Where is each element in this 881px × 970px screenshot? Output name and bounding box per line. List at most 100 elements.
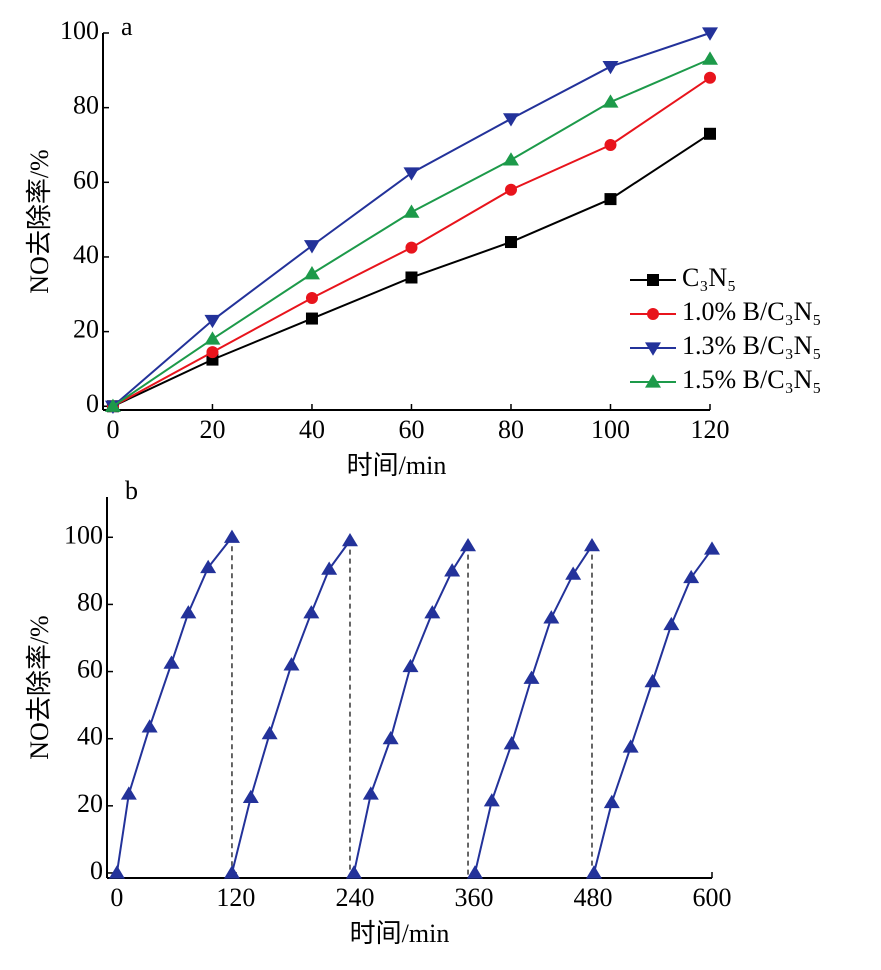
x-tick-label: 0 (106, 415, 119, 444)
series-line (112, 58, 711, 408)
marker (242, 789, 259, 804)
marker (622, 739, 639, 753)
marker (663, 616, 680, 631)
x-tick-label: 0 (110, 883, 123, 912)
marker (466, 865, 483, 879)
marker (141, 719, 158, 733)
marker (223, 865, 240, 879)
marker (345, 865, 362, 879)
x-tick-label: 80 (498, 415, 524, 444)
y-tick-label: 0 (90, 856, 103, 885)
marker (305, 312, 318, 325)
y-tick-label: 100 (64, 520, 103, 549)
marker (603, 794, 620, 809)
marker (104, 398, 121, 412)
legend-label: 1.3% B/C₃N₅ (682, 331, 821, 360)
marker (583, 537, 600, 552)
marker (704, 541, 720, 555)
y-tick-label: 60 (73, 165, 99, 194)
y-tick-label: 20 (77, 789, 103, 818)
marker (704, 71, 716, 84)
series-line (115, 536, 713, 874)
x-tick-label: 120 (216, 883, 255, 912)
marker (424, 605, 441, 619)
marker (502, 152, 519, 166)
marker (303, 605, 320, 619)
marker (704, 127, 716, 140)
marker (180, 605, 197, 619)
marker (405, 271, 418, 284)
y-tick-label: 20 (73, 315, 99, 344)
x-tick-label: 20 (199, 415, 225, 444)
x-tick-label: 100 (591, 415, 630, 444)
marker (444, 563, 461, 577)
marker (204, 331, 221, 345)
marker (206, 346, 219, 359)
x-axis-label: 时间/min (347, 451, 447, 480)
marker (602, 60, 619, 75)
marker (341, 532, 358, 547)
marker (200, 559, 217, 574)
panel-label: a (121, 12, 133, 41)
y-tick-label: 80 (77, 587, 103, 616)
marker (604, 138, 617, 151)
marker (403, 167, 420, 181)
marker (223, 529, 240, 543)
marker (303, 240, 320, 254)
marker (362, 786, 379, 800)
marker (261, 725, 278, 740)
y-axis-label: NO去除率/% (25, 149, 54, 293)
marker (402, 658, 419, 673)
marker (163, 655, 180, 669)
marker (502, 113, 519, 127)
marker (503, 736, 520, 750)
x-axis-label: 时间/min (350, 919, 450, 948)
y-tick-label: 80 (73, 91, 99, 120)
y-tick-label: 40 (77, 722, 103, 751)
marker (108, 865, 125, 879)
marker (585, 865, 602, 879)
marker (644, 673, 661, 688)
marker (305, 292, 318, 305)
marker (565, 566, 582, 580)
marker (483, 793, 500, 807)
panel-label: b (125, 476, 138, 505)
y-tick-label: 100 (60, 16, 99, 45)
marker (702, 27, 718, 41)
legend-marker (645, 374, 661, 388)
legend-label: 1.5% B/C₃N₅ (682, 365, 821, 394)
legend-marker (647, 274, 659, 286)
x-tick-label: 360 (454, 883, 493, 912)
marker (504, 236, 517, 249)
x-tick-label: 40 (299, 415, 325, 444)
marker (602, 94, 619, 108)
marker (702, 51, 718, 65)
y-axis-label: NO去除率/% (25, 615, 54, 759)
marker (604, 193, 617, 206)
series-line (112, 32, 711, 408)
marker (382, 730, 399, 745)
x-tick-label: 240 (335, 883, 374, 912)
x-tick-label: 480 (573, 883, 612, 912)
legend-marker (645, 342, 661, 356)
marker (460, 537, 477, 552)
marker (204, 314, 221, 329)
y-tick-label: 60 (77, 655, 103, 684)
marker (523, 670, 540, 684)
legend-label: 1.0% B/C₃N₅ (682, 297, 821, 326)
marker (543, 610, 560, 624)
marker (321, 561, 338, 575)
marker (120, 786, 137, 800)
x-tick-label: 120 (691, 415, 730, 444)
x-tick-label: 60 (398, 415, 424, 444)
legend-marker (647, 308, 659, 320)
y-tick-label: 40 (73, 240, 99, 269)
marker (504, 183, 517, 196)
marker (303, 266, 320, 280)
marker (283, 657, 300, 671)
y-tick-label: 0 (86, 389, 99, 418)
x-tick-label: 600 (693, 883, 732, 912)
marker (683, 569, 700, 584)
legend-label: C₃N₅ (682, 263, 736, 292)
